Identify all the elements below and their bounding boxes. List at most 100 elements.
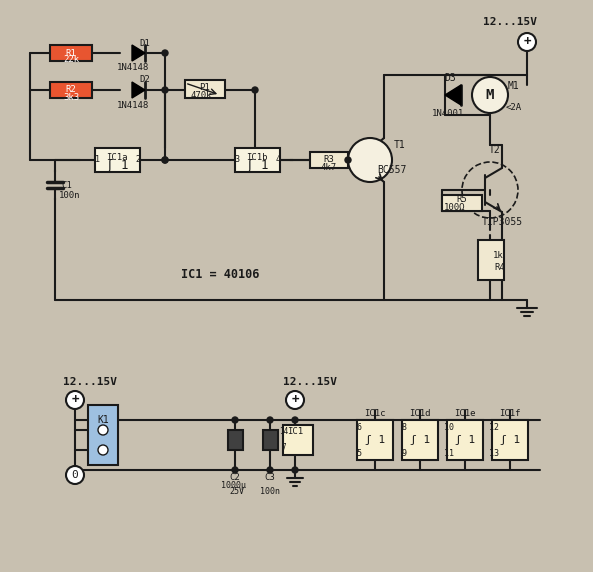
Text: 6: 6 [356, 423, 362, 431]
Text: IC1c: IC1c [364, 408, 386, 418]
Text: M: M [486, 88, 494, 102]
Circle shape [162, 87, 168, 93]
Bar [263, 430, 278, 450]
Text: T2: T2 [489, 145, 501, 155]
Text: 1000μ: 1000μ [221, 480, 246, 490]
Text: R1: R1 [66, 49, 76, 58]
Text: C2: C2 [229, 474, 240, 483]
Text: 1N4148: 1N4148 [117, 101, 149, 109]
Text: ʃ 1: ʃ 1 [106, 158, 128, 172]
Text: +: + [71, 394, 79, 407]
Bar [402, 420, 438, 460]
Text: IC1b: IC1b [246, 153, 268, 162]
Text: TIP3055: TIP3055 [482, 217, 522, 227]
Text: D3: D3 [444, 73, 456, 83]
Text: IC1d: IC1d [409, 408, 431, 418]
Circle shape [66, 391, 84, 409]
Text: 8: 8 [401, 423, 406, 431]
Text: IC1 = 40106: IC1 = 40106 [181, 268, 259, 281]
Circle shape [286, 391, 304, 409]
Text: 4k7: 4k7 [321, 164, 337, 173]
Bar [228, 430, 243, 450]
Circle shape [345, 157, 351, 163]
Text: ʃ 1: ʃ 1 [455, 435, 475, 445]
Circle shape [292, 417, 298, 423]
Text: K1: K1 [97, 415, 109, 425]
Circle shape [252, 87, 258, 93]
Circle shape [348, 138, 392, 182]
Polygon shape [445, 85, 461, 105]
Text: 25V: 25V [229, 487, 244, 496]
Text: 100n: 100n [59, 190, 81, 200]
Bar [492, 420, 528, 460]
Circle shape [267, 417, 273, 423]
Text: IC1a: IC1a [106, 153, 127, 162]
Bar [50, 82, 92, 98]
Bar [235, 148, 280, 172]
Text: 1N4148: 1N4148 [117, 63, 149, 73]
Text: 1N4001: 1N4001 [432, 109, 464, 117]
Text: 1k: 1k [493, 251, 503, 260]
Text: ʃ 1: ʃ 1 [365, 435, 385, 445]
Text: 100Ω: 100Ω [444, 202, 466, 212]
Circle shape [232, 467, 238, 473]
Text: R2: R2 [66, 85, 76, 94]
Circle shape [267, 467, 273, 473]
Text: 7: 7 [282, 443, 286, 451]
Bar [88, 405, 118, 465]
Text: ʃ 1: ʃ 1 [410, 435, 430, 445]
Bar [478, 240, 504, 280]
Text: +: + [291, 394, 299, 407]
Text: 14: 14 [279, 427, 289, 436]
Text: 10: 10 [444, 423, 454, 431]
Polygon shape [132, 45, 145, 61]
Text: 12: 12 [489, 423, 499, 431]
Text: 9: 9 [401, 448, 406, 458]
Text: 100n: 100n [260, 487, 280, 496]
Text: IC1f: IC1f [499, 408, 521, 418]
Circle shape [66, 466, 84, 484]
Polygon shape [132, 82, 145, 98]
Circle shape [98, 425, 108, 435]
Bar [357, 420, 393, 460]
Text: BC557: BC557 [377, 165, 407, 175]
Circle shape [162, 157, 168, 163]
Text: 0: 0 [72, 470, 78, 480]
Circle shape [162, 50, 168, 56]
Circle shape [162, 157, 168, 163]
Text: 3: 3 [234, 156, 240, 165]
Text: P1: P1 [200, 84, 211, 93]
Text: R4: R4 [495, 264, 505, 272]
Text: IC1e: IC1e [454, 408, 476, 418]
Text: IC1: IC1 [287, 427, 303, 436]
Circle shape [292, 467, 298, 473]
Text: R3: R3 [324, 156, 334, 165]
Circle shape [98, 445, 108, 455]
Bar [50, 45, 92, 61]
Text: 470k: 470k [190, 92, 212, 101]
Text: 2: 2 [135, 156, 141, 165]
Bar [185, 80, 225, 98]
Text: 1: 1 [94, 156, 100, 165]
Text: ʃ 1: ʃ 1 [246, 158, 268, 172]
Bar [310, 152, 348, 168]
Text: D1: D1 [139, 38, 151, 47]
Text: 12...15V: 12...15V [63, 377, 117, 387]
Bar [95, 148, 140, 172]
Text: 13: 13 [489, 448, 499, 458]
Text: ʃ 1: ʃ 1 [500, 435, 520, 445]
Text: T1: T1 [394, 140, 406, 150]
Text: <2A: <2A [506, 102, 522, 112]
Text: 11: 11 [444, 448, 454, 458]
Text: D2: D2 [139, 76, 151, 85]
Text: 3k3: 3k3 [63, 93, 79, 101]
Circle shape [518, 33, 536, 51]
Bar [442, 195, 482, 211]
Text: 12...15V: 12...15V [283, 377, 337, 387]
Text: C1: C1 [62, 181, 72, 189]
Text: 4: 4 [276, 156, 280, 165]
Text: R5: R5 [457, 196, 467, 205]
Text: 12...15V: 12...15V [483, 17, 537, 27]
Text: M1: M1 [508, 81, 520, 91]
Circle shape [472, 77, 508, 113]
